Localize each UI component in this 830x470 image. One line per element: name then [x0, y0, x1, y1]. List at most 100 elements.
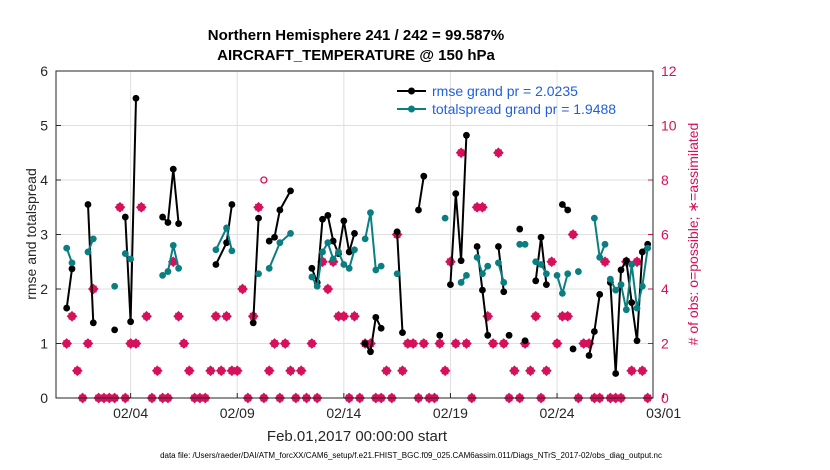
- spread-point: [111, 282, 119, 290]
- obs-assimilated-glyph: [381, 365, 392, 377]
- rmse-point: [564, 206, 572, 214]
- obs-assimilated-glyph: [338, 310, 350, 322]
- rmse-point: [484, 331, 492, 339]
- rmse-point: [228, 201, 236, 208]
- x-tick-label: 02/24: [540, 405, 575, 421]
- obs-assimilated-marker: [210, 310, 222, 322]
- spread-point: [617, 281, 625, 289]
- obs-assimilated-marker: [455, 147, 467, 159]
- obs-assimilated-marker: [183, 365, 195, 377]
- rmse-point: [505, 331, 513, 339]
- rmse-point: [89, 319, 97, 327]
- obs-assimilated-glyph: [114, 201, 126, 213]
- spread-point: [351, 246, 358, 254]
- rmse-point: [351, 230, 358, 237]
- obs-assimilated-glyph: [477, 201, 488, 213]
- obs-assimilated-marker: [173, 310, 184, 322]
- rmse-point: [265, 237, 273, 245]
- rmse-point: [569, 345, 577, 353]
- y-axis-right-ticks: 0 2 4 6 8 10 12: [648, 63, 677, 406]
- rmse-point: [521, 337, 529, 345]
- y-axis-left-ticks: 0 1 2 3 4 5 6: [40, 63, 61, 406]
- series-lines: [63, 94, 652, 377]
- obs-assimilated-glyph: [525, 365, 536, 377]
- spread-point: [574, 268, 582, 275]
- obs-assimilated-marker: [231, 365, 243, 377]
- obs-assimilated-marker: [381, 365, 392, 377]
- obs-assimilated-marker: [205, 365, 216, 377]
- rmse-point: [495, 243, 502, 250]
- y-axis-right-label: # of obs: o=possible; ∗=assimilated: [685, 123, 701, 346]
- obs-assimilated-marker: [349, 310, 360, 322]
- obs-assimilated-marker: [151, 365, 163, 377]
- obs-assimilated-marker: [263, 365, 275, 377]
- obs-assimilated-marker: [253, 201, 264, 213]
- rmse-point: [590, 328, 598, 335]
- obs-assimilated-marker: [626, 365, 638, 377]
- obs-possible-marker: [260, 176, 268, 184]
- rmse-line-segment: [252, 218, 260, 323]
- obs-assimilated-marker: [285, 365, 296, 377]
- obs-assimilated-marker: [551, 338, 563, 349]
- spread-point: [601, 240, 609, 248]
- obs-assimilated-glyph: [253, 201, 264, 213]
- obs-assimilated-marker: [525, 365, 536, 377]
- x-axis-ticks: 02/04 02/09 02/14 02/19 02/24 03/01: [113, 393, 681, 421]
- spread-point: [537, 261, 545, 268]
- rmse-point: [447, 281, 454, 289]
- rmse-point: [479, 286, 486, 294]
- obs-assimilated-glyph: [295, 365, 307, 377]
- rmse-line-segment: [417, 176, 425, 211]
- rmse-point: [132, 94, 140, 102]
- rmse-point: [638, 248, 646, 256]
- obs-assimilated-glyph: [551, 338, 563, 349]
- rmse-point: [345, 248, 353, 256]
- rmse-point: [361, 340, 369, 347]
- obs-assimilated-glyph: [130, 338, 142, 349]
- rmse-point: [420, 172, 428, 180]
- spread-point: [606, 275, 614, 283]
- plot-frame: [55, 70, 654, 399]
- y-right-tick-label: 10: [661, 118, 677, 134]
- obs-assimilated-glyph: [71, 365, 83, 377]
- rmse-point: [287, 187, 294, 195]
- spread-point: [329, 255, 337, 263]
- obs-assimilated-marker: [461, 338, 472, 349]
- spread-point: [393, 270, 401, 278]
- footnote-data-file: data file: /Users/raeder/DAI/ATM_forcXX/…: [160, 451, 662, 460]
- spread-point: [169, 242, 177, 249]
- obs-count-markers: [61, 147, 654, 404]
- obs-assimilated-marker: [306, 338, 318, 349]
- obs-assimilated-marker: [637, 365, 648, 377]
- rmse-point: [249, 319, 257, 327]
- legend-spread-label: totalspread grand pr = 1.9488: [432, 101, 616, 117]
- obs-assimilated-glyph: [397, 365, 408, 377]
- obs-assimilated-marker: [237, 283, 248, 295]
- obs-assimilated-marker: [541, 365, 552, 377]
- spread-point: [553, 271, 561, 279]
- obs-assimilated-glyph: [210, 310, 222, 322]
- legend-rmse-marker: [408, 87, 415, 95]
- obs-assimilated-glyph: [279, 338, 291, 349]
- obs-assimilated-marker: [445, 256, 456, 268]
- obs-assimilated-marker: [562, 310, 574, 322]
- obs-assimilated-marker: [141, 310, 152, 322]
- spread-point: [89, 235, 97, 243]
- rmse-point: [542, 281, 550, 289]
- spread-point: [596, 253, 604, 261]
- rmse-point: [628, 299, 636, 307]
- legend: rmse grand pr = 2.0235 totalspread grand…: [397, 83, 616, 117]
- spread-point: [367, 209, 374, 217]
- spread-point: [228, 247, 236, 255]
- spread-point: [308, 273, 316, 281]
- y-left-tick-label: 4: [40, 172, 48, 188]
- spread-point: [644, 244, 652, 252]
- obs-assimilated-glyph: [530, 310, 542, 322]
- rmse-point: [537, 233, 545, 241]
- rmse-line-segment: [449, 135, 468, 285]
- obs-assimilated-marker: [61, 338, 72, 349]
- x-tick-label: 03/01: [646, 405, 681, 421]
- y-left-tick-label: 0: [40, 390, 48, 406]
- spread-point: [463, 271, 470, 279]
